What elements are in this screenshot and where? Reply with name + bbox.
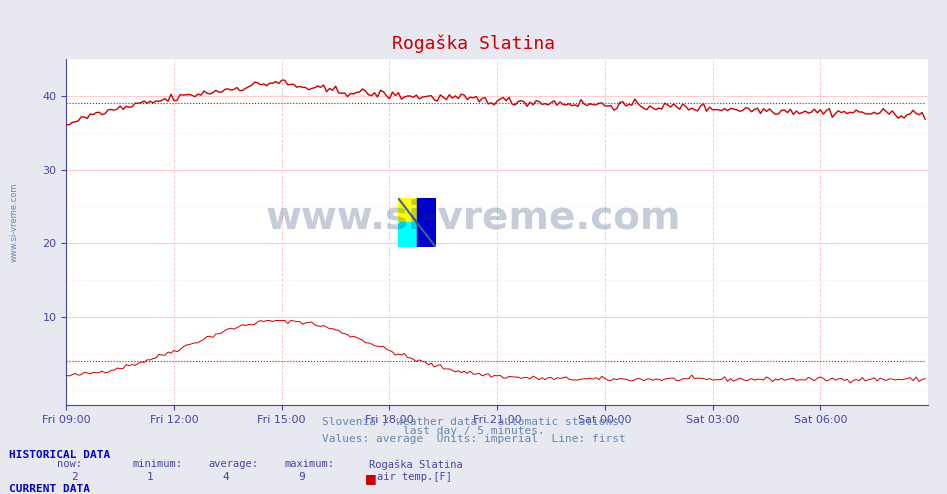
Text: air temp.[F]: air temp.[F] <box>377 472 452 482</box>
Text: Values: average  Units: imperial  Line: first: Values: average Units: imperial Line: fi… <box>322 434 625 444</box>
Bar <box>398 198 417 222</box>
Text: last day / 5 minutes.: last day / 5 minutes. <box>402 426 545 436</box>
Bar <box>398 222 417 247</box>
Text: average:: average: <box>208 459 259 469</box>
Text: www.si-vreme.com: www.si-vreme.com <box>266 199 681 236</box>
Text: HISTORICAL DATA: HISTORICAL DATA <box>9 450 111 459</box>
Text: 9: 9 <box>298 472 305 482</box>
Text: Rogaška Slatina: Rogaška Slatina <box>369 459 463 470</box>
Text: ■: ■ <box>365 472 376 485</box>
Text: 1: 1 <box>147 472 153 482</box>
Text: 2: 2 <box>71 472 78 482</box>
Bar <box>417 198 436 247</box>
Text: 4: 4 <box>223 472 229 482</box>
Text: maximum:: maximum: <box>284 459 334 469</box>
Text: minimum:: minimum: <box>133 459 183 469</box>
Text: CURRENT DATA: CURRENT DATA <box>9 484 91 494</box>
Text: Rogaška Slatina: Rogaška Slatina <box>392 35 555 53</box>
Text: www.si-vreme.com: www.si-vreme.com <box>9 183 19 262</box>
Text: now:: now: <box>57 459 81 469</box>
Text: Slovenia / weather data - automatic stations.: Slovenia / weather data - automatic stat… <box>322 417 625 427</box>
